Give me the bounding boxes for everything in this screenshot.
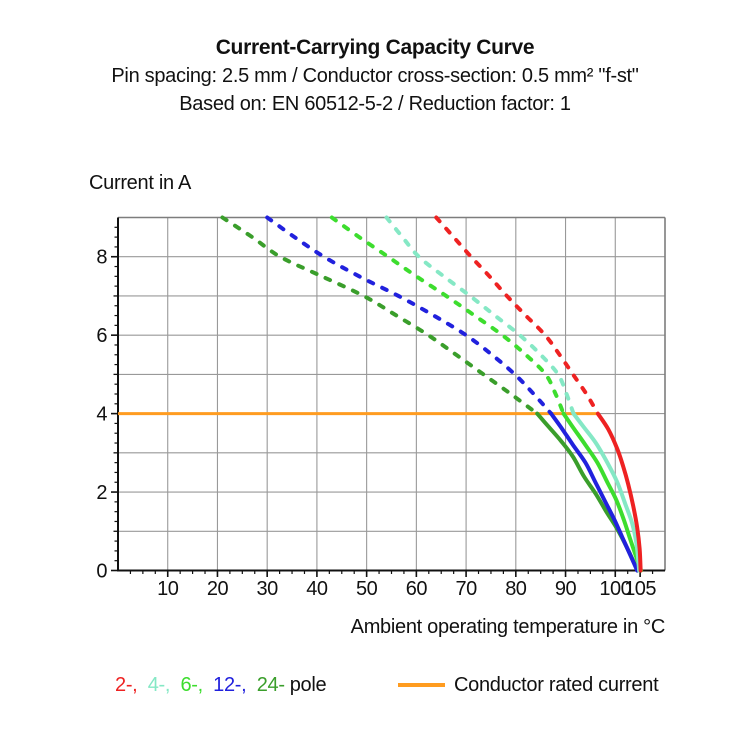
x-tick-label: 100 (599, 578, 631, 600)
curve-6-pole-derating-dashed (329, 215, 566, 416)
axis-ticks (111, 226, 654, 577)
curve-24-pole (220, 215, 640, 573)
y-tick-label: 6 (96, 325, 107, 347)
gridlines (118, 217, 665, 571)
chart-title: Current-Carrying Capacity Curve (215, 36, 535, 59)
rated-current-line-swatch (398, 683, 445, 687)
plot-frame (118, 216, 666, 571)
y-axis-title: Current in A (89, 172, 192, 194)
legend-pole-24: 24- (256, 674, 285, 696)
x-tick-label: 50 (356, 578, 378, 600)
curve-2-pole (434, 215, 643, 573)
curve-2-pole-derating-solid (595, 411, 643, 573)
chart-subtitle-basis: Based on: EN 60512-5-2 / Reduction facto… (179, 93, 571, 115)
x-tick-label: 20 (207, 578, 229, 600)
legend-pole-suffix: pole (289, 674, 327, 696)
chart-header: Current-Carrying Capacity Curve Pin spac… (0, 33, 750, 118)
x-axis-title: Ambient operating temperature in °C (350, 616, 666, 638)
curve-4-pole-derating-dashed (384, 215, 576, 416)
curve-4-pole-derating-solid (571, 411, 642, 573)
x-tick-label: 40 (306, 578, 328, 600)
legend-pole-12: 12-, (213, 674, 247, 696)
curve-2-pole-derating-dashed (434, 215, 600, 416)
x-tick-label: 90 (555, 578, 577, 600)
x-tick-label: 30 (257, 578, 279, 600)
rated-current-label: Conductor rated current (454, 674, 659, 696)
chart-subtitle-spec: Pin spacing: 2.5 mm / Conductor cross-se… (111, 65, 639, 87)
legend-rated-current: Conductor rated current (398, 674, 659, 697)
y-tick-label: 2 (96, 482, 107, 504)
y-tick-label: 4 (96, 404, 107, 426)
legend-pole-2: 2-, (115, 674, 138, 696)
curve-12-pole (265, 215, 640, 573)
legend-pole-4: 4-, (147, 674, 171, 696)
curve-4-pole (384, 215, 642, 573)
x-tick-label: 70 (455, 578, 477, 600)
legend-pole-counts: 2-, 4-, 6-, 12-, 24- pole (115, 674, 327, 697)
axis-lines (117, 217, 665, 572)
x-tick-label: 60 (406, 578, 428, 600)
x-tick-label: 80 (505, 578, 527, 600)
legend-pole-6: 6-, (180, 674, 203, 696)
curve-24-pole-derating-dashed (220, 215, 540, 416)
y-tick-label: 8 (96, 247, 107, 269)
x-tick-label: 10 (157, 578, 179, 600)
y-tick-label: 0 (96, 561, 107, 583)
curve-12-pole-derating-dashed (265, 215, 554, 416)
curve-6-pole-derating-solid (561, 411, 644, 573)
curve-12-pole-derating-solid (549, 411, 640, 573)
x-tick-label: 105 (624, 578, 656, 600)
curve-6-pole (329, 215, 644, 573)
